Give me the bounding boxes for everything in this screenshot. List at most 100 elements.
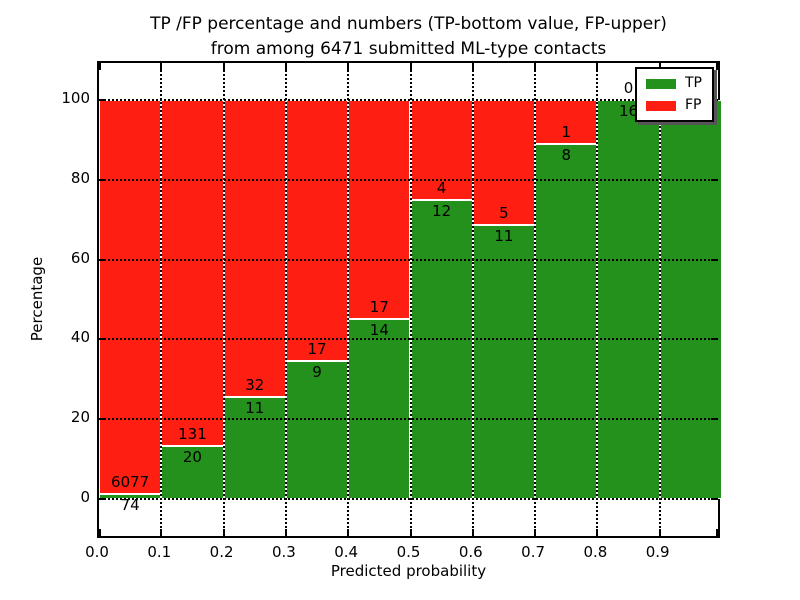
x-tick-label: 0.0 bbox=[85, 543, 109, 561]
y-tick-right bbox=[711, 418, 718, 421]
fp-legend-swatch bbox=[646, 100, 676, 111]
y-tick-label: 100 bbox=[61, 89, 90, 107]
tp-count-label: 9 bbox=[312, 362, 322, 381]
x-tick-top bbox=[99, 63, 101, 70]
y-tick-label: 20 bbox=[70, 408, 90, 427]
title-line-2: from among 6471 submitted ML-type contac… bbox=[210, 39, 607, 59]
x-tick-top bbox=[284, 63, 287, 70]
fp-count-label: 1 bbox=[561, 123, 572, 142]
y-tick-left bbox=[99, 418, 106, 421]
title-line-1: TP /FP percentage and numbers (TP-bottom… bbox=[150, 14, 667, 34]
y-tick-labels: 0 20 40 60 80 100 bbox=[0, 61, 90, 538]
y-tick-left bbox=[99, 178, 106, 181]
y-tick-left bbox=[99, 99, 106, 101]
tp-count-label: 12 bbox=[432, 201, 452, 220]
y-tick-right bbox=[711, 99, 718, 101]
gridline-vertical bbox=[222, 63, 225, 536]
y-tick-right bbox=[711, 338, 718, 341]
bar-labels-layer: 607774131203211179171441251118016012 bbox=[99, 63, 718, 536]
gridline-vertical bbox=[658, 63, 661, 536]
tp-count-label: 8 bbox=[561, 146, 572, 165]
bar-segment-tp bbox=[535, 144, 598, 499]
y-tick-left bbox=[99, 338, 106, 341]
tp-count-label: 11 bbox=[245, 398, 265, 417]
bar-segment-tp bbox=[285, 360, 349, 499]
tp-count-label: 14 bbox=[369, 320, 389, 339]
x-tick-label: 0.2 bbox=[209, 543, 234, 561]
x-tick-bottom bbox=[160, 529, 163, 536]
x-tick-label: 0.6 bbox=[458, 543, 483, 561]
y-tick-right bbox=[711, 258, 718, 261]
x-tick-label: 0.7 bbox=[521, 543, 546, 561]
gridline-vertical bbox=[409, 63, 412, 536]
gridline-vertical bbox=[160, 63, 163, 536]
fp-count-label: 5 bbox=[499, 203, 509, 222]
x-tick-label: 0.9 bbox=[645, 543, 670, 561]
x-tick-bottom bbox=[347, 529, 350, 536]
x-tick-top bbox=[658, 63, 661, 70]
chart-title: TP /FP percentage and numbers (TP-bottom… bbox=[97, 12, 720, 62]
x-tick-label: 0.1 bbox=[147, 543, 172, 561]
y-tick-left bbox=[99, 258, 106, 261]
gridline-horizontal bbox=[99, 178, 718, 181]
fp-count-label: 131 bbox=[178, 425, 207, 444]
gridline-vertical bbox=[284, 63, 287, 536]
x-tick-top bbox=[716, 63, 718, 70]
y-tick-right bbox=[711, 178, 718, 181]
legend-label: TP bbox=[685, 75, 702, 91]
y-tick-left bbox=[99, 498, 106, 500]
x-tick-top bbox=[409, 63, 412, 70]
gridline-horizontal bbox=[99, 338, 718, 341]
legend: TP FP bbox=[635, 67, 714, 122]
x-tick-bottom bbox=[658, 529, 661, 536]
y-tick-label: 60 bbox=[70, 248, 90, 267]
x-tick-bottom bbox=[596, 529, 599, 536]
x-tick-bottom bbox=[534, 529, 537, 536]
x-tick-bottom bbox=[471, 529, 474, 536]
x-tick-bottom bbox=[99, 529, 101, 536]
x-tick-label: 0.3 bbox=[271, 543, 296, 561]
x-tick-top bbox=[596, 63, 599, 70]
y-tick-label: 40 bbox=[70, 328, 90, 347]
fp-count-label: 4 bbox=[436, 178, 447, 197]
x-tick-top bbox=[534, 63, 537, 70]
bar-segment-fp bbox=[285, 100, 349, 361]
y-tick-label: 0 bbox=[80, 488, 90, 506]
gridline-vertical bbox=[534, 63, 537, 536]
x-tick-top bbox=[160, 63, 163, 70]
gridline-horizontal bbox=[99, 418, 718, 421]
bar-segment-fp bbox=[472, 100, 536, 225]
x-tick-label: 0.8 bbox=[583, 543, 608, 561]
gridline-vertical bbox=[471, 63, 474, 536]
x-tick-bottom bbox=[716, 529, 718, 536]
tp-count-label: 20 bbox=[182, 448, 202, 467]
x-axis-label: Predicted probability bbox=[330, 562, 487, 580]
legend-label: FP bbox=[685, 97, 702, 113]
gridline-horizontal bbox=[99, 258, 718, 261]
fp-count-label: 6077 bbox=[111, 473, 150, 492]
x-tick-top bbox=[347, 63, 350, 70]
fp-count-label: 0 bbox=[623, 79, 634, 97]
ticks-layer bbox=[99, 63, 718, 536]
x-tick-labels: 0.0 0.1 0.2 0.3 0.4 0.5 0.6 0.7 0.8 0.9 bbox=[85, 543, 720, 563]
plot-area: 607774131203211179171441251118016012 TPF… bbox=[97, 61, 722, 538]
legend-entry: FP bbox=[646, 98, 702, 113]
gridline-vertical bbox=[347, 63, 350, 536]
x-tick-bottom bbox=[409, 529, 412, 536]
x-tick-bottom bbox=[222, 529, 225, 536]
fp-count-label: 32 bbox=[245, 375, 265, 394]
bar-segment-fp bbox=[348, 100, 411, 319]
y-tick-label: 80 bbox=[70, 168, 90, 187]
x-tick-label: 0.4 bbox=[334, 543, 359, 561]
bar-segment-tp bbox=[659, 100, 722, 499]
bars-layer bbox=[99, 63, 722, 536]
bar-segment-tp bbox=[348, 318, 411, 499]
tp-count-label: 16 bbox=[618, 102, 639, 120]
gridline-horizontal bbox=[99, 99, 718, 101]
tp-legend-swatch bbox=[646, 78, 676, 89]
bar-segment-fp bbox=[410, 100, 473, 200]
tp-count-label: 74 bbox=[120, 496, 140, 515]
x-tick-label: 0.5 bbox=[396, 543, 421, 561]
x-tick-top bbox=[471, 63, 474, 70]
